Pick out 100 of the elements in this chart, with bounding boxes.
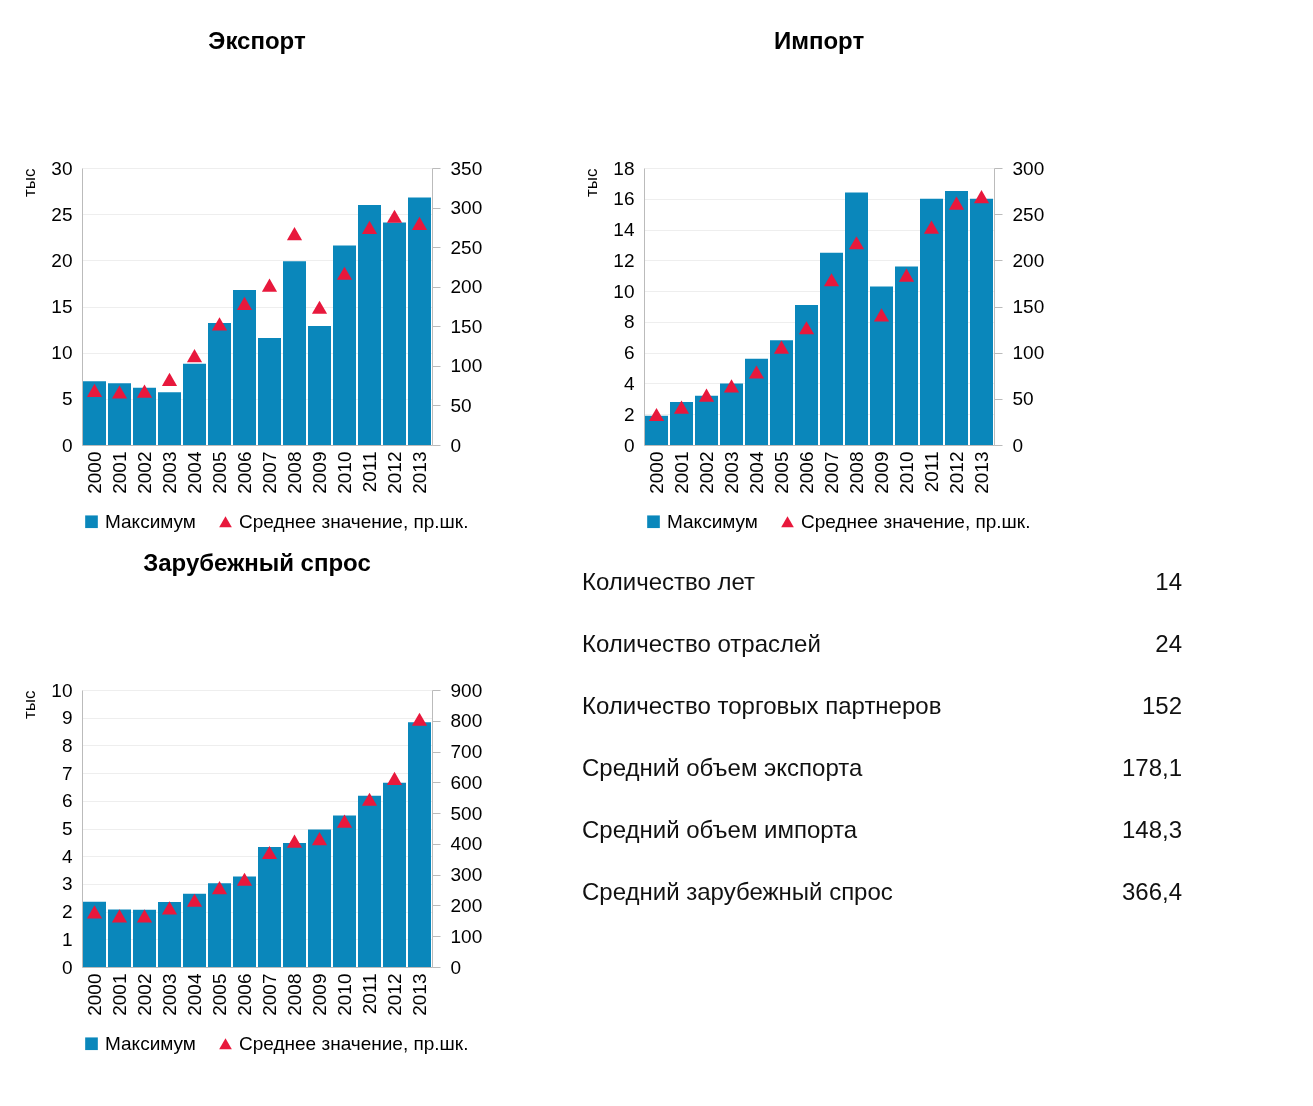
bar: [83, 901, 106, 967]
point: [211, 317, 228, 331]
y2-tick-label: 0: [450, 434, 462, 456]
x-tick-label: 2013: [970, 451, 992, 494]
point: [136, 909, 153, 923]
bar: [770, 340, 793, 445]
x-tick-label: 2013: [408, 451, 430, 494]
x-tick-label: 2003: [158, 973, 180, 1016]
x-tick-label: 2006: [795, 451, 817, 494]
x-tick-label: 2000: [83, 973, 105, 1016]
x-tick-label: 2012: [383, 451, 405, 494]
y2-tick-label: 100: [1012, 342, 1045, 364]
point: [723, 379, 740, 393]
bar: [133, 387, 156, 445]
point: [748, 365, 765, 379]
y2-tick-label: 200: [450, 276, 483, 298]
y2-tick-label: 200: [450, 894, 483, 916]
bar: [408, 197, 431, 445]
point: [161, 372, 178, 386]
bar: [233, 876, 256, 967]
point: [311, 832, 328, 846]
bar: [358, 204, 381, 445]
y-axis-title: тыс: [20, 690, 40, 720]
point: [798, 321, 815, 335]
point: [86, 383, 103, 397]
bar: [945, 191, 968, 445]
point: [286, 834, 303, 848]
point: [823, 273, 840, 287]
point: [361, 220, 378, 234]
y-tick-label: 14: [613, 219, 635, 241]
text: 148,3: [1121, 815, 1182, 843]
x-tick-label: 2001: [108, 973, 130, 1016]
bar: [183, 893, 206, 967]
x-tick-label: 2005: [770, 451, 792, 494]
y-tick-label: 10: [613, 280, 635, 302]
y2-tick-label: 150: [450, 315, 483, 337]
bar: [645, 415, 668, 445]
y-tick-label: 1: [61, 928, 73, 950]
bar: [283, 842, 306, 967]
bar: [258, 337, 281, 445]
x-tick-label: 2006: [233, 973, 255, 1016]
y-tick-label: 0: [623, 434, 635, 456]
y2-tick-label: 900: [450, 679, 483, 701]
x-tick-label: 2012: [945, 451, 967, 494]
point: [161, 901, 178, 915]
x-tick-label: 2005: [208, 973, 230, 1016]
y-tick-label: 16: [613, 188, 635, 210]
y-tick-label: 6: [623, 342, 635, 364]
y2-tick-label: 0: [1012, 434, 1024, 456]
x-tick-label: 2011: [920, 451, 942, 493]
x-tick-label: 2009: [870, 451, 892, 494]
y2-tick-label: 400: [450, 833, 483, 855]
y-tick-label: 18: [613, 157, 635, 179]
x-tick-label: 2013: [408, 973, 430, 1016]
x-tick-label: 2002: [695, 451, 717, 494]
bar: [408, 722, 431, 967]
y-axis-title: тыс: [582, 168, 602, 198]
point: [411, 216, 428, 230]
x-tick-label: 2008: [283, 451, 305, 494]
point: [648, 407, 665, 422]
x-tick-label: 2011: [358, 973, 380, 1015]
bar: [383, 222, 406, 445]
x-tick-label: 2003: [720, 451, 742, 494]
point: [411, 712, 428, 726]
chart-title: Зарубежный спрос: [143, 549, 371, 576]
y-tick-label: 0: [61, 956, 73, 978]
y-tick-label: 5: [61, 388, 73, 410]
y-tick-label: 10: [51, 342, 73, 364]
y-tick-label: 4: [61, 845, 73, 867]
x-tick-label: 2000: [83, 451, 105, 494]
point: [361, 792, 378, 806]
text: Средний объем импорта: [582, 815, 858, 843]
text: 178,1: [1121, 753, 1182, 781]
x-tick-label: 2008: [845, 451, 867, 494]
y2-tick-label: 300: [1012, 157, 1045, 179]
point: [973, 190, 990, 204]
point: [698, 388, 715, 402]
bar: [333, 815, 356, 967]
x-tick-label: 2003: [158, 451, 180, 494]
legend-label: Максимум: [105, 1032, 196, 1054]
point: [386, 771, 403, 785]
y-tick-label: 2: [623, 403, 635, 425]
y-tick-label: 25: [51, 203, 73, 225]
chart-title: Экспорт: [208, 27, 306, 54]
bar: [158, 901, 181, 967]
point: [186, 893, 203, 907]
bar: [308, 829, 331, 967]
y-axis-title: тыс: [20, 168, 40, 198]
y-tick-label: 4: [623, 372, 635, 394]
x-tick-label: 2006: [233, 451, 255, 494]
y2-tick-label: 600: [450, 771, 483, 793]
bar: [83, 381, 106, 445]
x-tick-label: 2009: [308, 973, 330, 1016]
text: Количество отраслей: [582, 629, 821, 657]
x-tick-label: 2010: [333, 973, 355, 1016]
x-tick-label: 2010: [895, 451, 917, 494]
y-tick-label: 10: [51, 679, 73, 701]
point: [773, 340, 790, 354]
point: [186, 349, 203, 363]
point: [311, 300, 328, 314]
